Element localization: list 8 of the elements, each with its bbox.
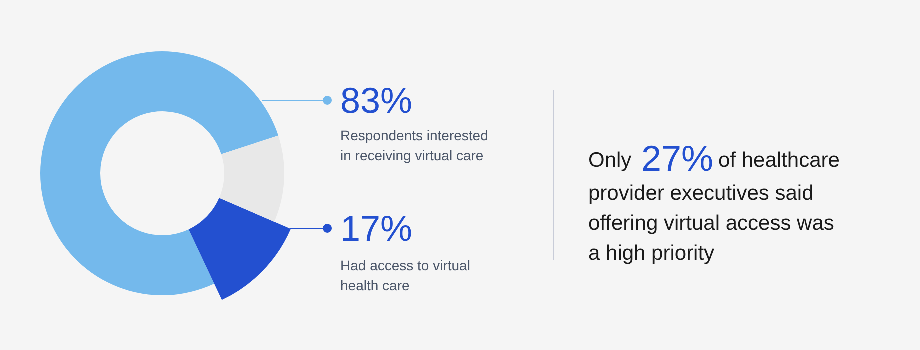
text: Only <box>588 149 632 172</box>
text: 83% <box>340 80 413 121</box>
text: Had access to virtual health care <box>340 258 470 294</box>
text: 17% <box>340 208 413 249</box>
text: provider executives said offering virtual access was a high priority <box>588 182 834 265</box>
text: of healthcare <box>718 149 840 172</box>
text: Respondents interested in receiving virtual care <box>340 128 488 164</box>
text: 27% <box>642 138 714 179</box>
